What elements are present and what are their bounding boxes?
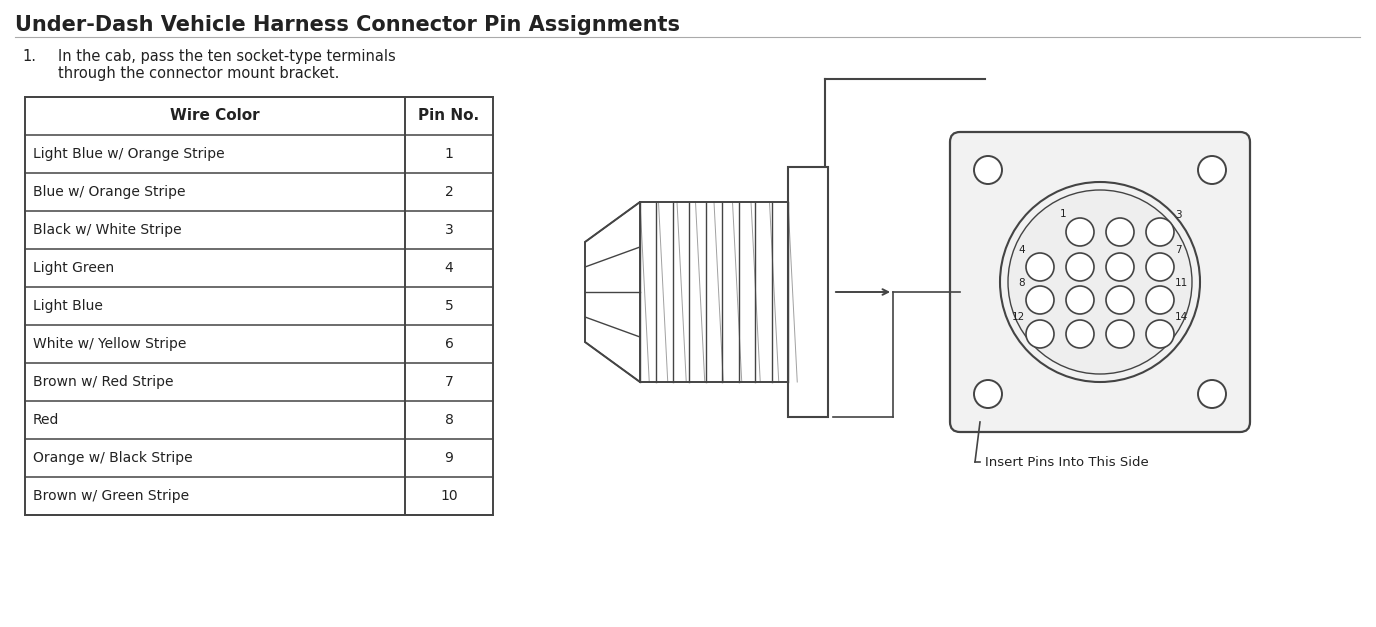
Text: Light Blue w/ Orange Stripe: Light Blue w/ Orange Stripe xyxy=(33,147,224,161)
Polygon shape xyxy=(585,202,640,382)
FancyBboxPatch shape xyxy=(949,132,1249,432)
Text: 12: 12 xyxy=(1011,312,1025,322)
Text: Wire Color: Wire Color xyxy=(171,108,260,124)
Text: 4: 4 xyxy=(444,261,453,275)
Text: 8: 8 xyxy=(1018,278,1025,288)
Bar xyxy=(788,167,828,417)
Circle shape xyxy=(1066,253,1094,281)
Text: 9: 9 xyxy=(444,451,454,465)
Text: 3: 3 xyxy=(444,223,453,237)
Text: Red: Red xyxy=(33,413,59,427)
Text: Under-Dash Vehicle Harness Connector Pin Assignments: Under-Dash Vehicle Harness Connector Pin… xyxy=(15,15,680,35)
Text: 2: 2 xyxy=(444,185,453,199)
Circle shape xyxy=(1146,320,1174,348)
Text: 10: 10 xyxy=(440,489,458,503)
Text: Pin No.: Pin No. xyxy=(418,108,480,124)
Circle shape xyxy=(974,156,1002,184)
Circle shape xyxy=(1146,286,1174,314)
Circle shape xyxy=(1000,182,1200,382)
Circle shape xyxy=(1198,380,1226,408)
Circle shape xyxy=(1198,156,1226,184)
Text: 3: 3 xyxy=(1175,210,1182,220)
Circle shape xyxy=(1066,218,1094,246)
Text: White w/ Yellow Stripe: White w/ Yellow Stripe xyxy=(33,337,186,351)
Circle shape xyxy=(1146,253,1174,281)
Text: Brown w/ Green Stripe: Brown w/ Green Stripe xyxy=(33,489,189,503)
Text: Insert Pins Into This Side: Insert Pins Into This Side xyxy=(985,455,1149,468)
Text: 5: 5 xyxy=(444,299,453,313)
Text: Light Green: Light Green xyxy=(33,261,114,275)
Text: 7: 7 xyxy=(444,375,453,389)
Text: 11: 11 xyxy=(1175,278,1189,288)
Text: 1: 1 xyxy=(1060,209,1066,219)
Circle shape xyxy=(1066,286,1094,314)
Circle shape xyxy=(1066,320,1094,348)
Circle shape xyxy=(1106,218,1134,246)
Circle shape xyxy=(1026,286,1054,314)
Circle shape xyxy=(1106,286,1134,314)
Circle shape xyxy=(1106,320,1134,348)
Bar xyxy=(25,97,493,515)
Text: 1: 1 xyxy=(444,147,454,161)
Text: Light Blue: Light Blue xyxy=(33,299,103,313)
Text: 1.: 1. xyxy=(22,49,36,64)
Text: 8: 8 xyxy=(444,413,454,427)
Circle shape xyxy=(974,380,1002,408)
Text: 4: 4 xyxy=(1018,245,1025,255)
Text: 6: 6 xyxy=(444,337,454,351)
Circle shape xyxy=(1106,253,1134,281)
Circle shape xyxy=(1026,253,1054,281)
Text: Blue w/ Orange Stripe: Blue w/ Orange Stripe xyxy=(33,185,186,199)
Text: Orange w/ Black Stripe: Orange w/ Black Stripe xyxy=(33,451,193,465)
Text: Black w/ White Stripe: Black w/ White Stripe xyxy=(33,223,182,237)
Circle shape xyxy=(1146,218,1174,246)
Text: 14: 14 xyxy=(1175,312,1189,322)
Circle shape xyxy=(1009,190,1192,374)
Text: 7: 7 xyxy=(1175,245,1182,255)
Text: Brown w/ Red Stripe: Brown w/ Red Stripe xyxy=(33,375,173,389)
Circle shape xyxy=(1026,320,1054,348)
Text: In the cab, pass the ten socket-type terminals
through the connector mount brack: In the cab, pass the ten socket-type ter… xyxy=(58,49,396,82)
